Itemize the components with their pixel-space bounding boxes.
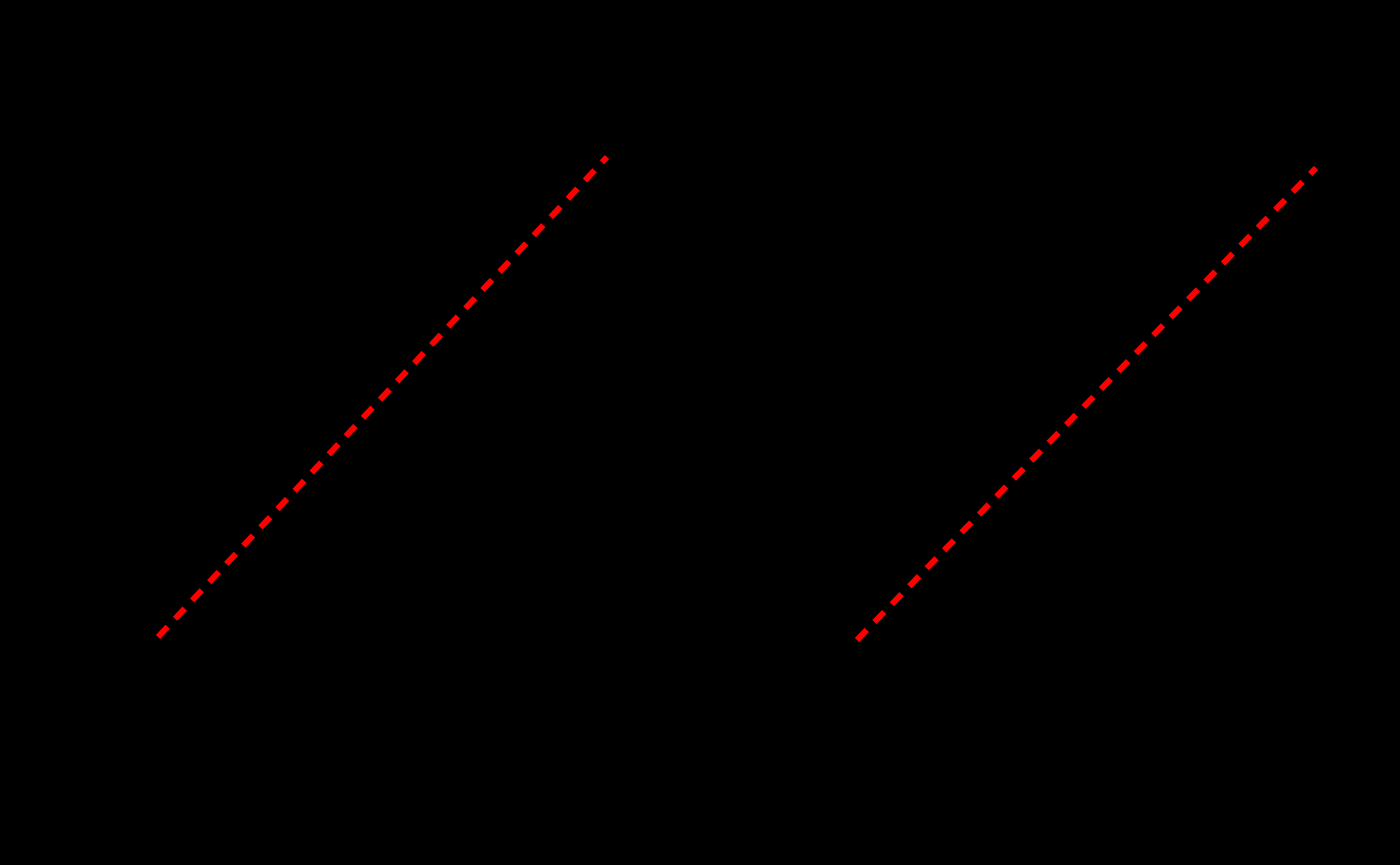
right-panel-reference-line bbox=[854, 165, 1319, 643]
left-panel-reference-line bbox=[155, 154, 610, 640]
